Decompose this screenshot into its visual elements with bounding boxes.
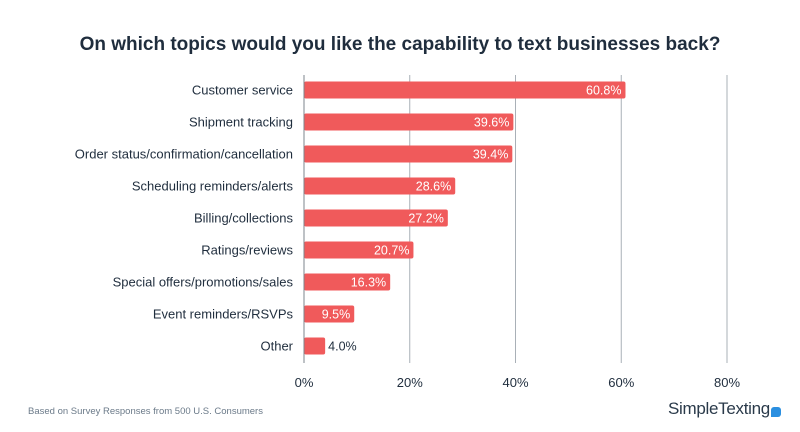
data-label: 9.5%: [322, 308, 351, 322]
data-label: 4.0%: [328, 340, 357, 354]
x-tick-label: 0%: [295, 375, 314, 390]
category-label: Event reminders/RSVPs: [153, 307, 294, 322]
bar: [304, 113, 514, 131]
data-label: 60.8%: [586, 84, 621, 98]
data-label: 16.3%: [351, 276, 386, 290]
speech-bubble-icon: [770, 407, 781, 417]
brand-name: SimpleTexting: [668, 399, 770, 418]
category-label: Ratings/reviews: [201, 243, 293, 258]
bar: [304, 177, 456, 195]
bar: [304, 305, 355, 323]
footnote: Based on Survey Responses from 500 U.S. …: [28, 406, 263, 417]
category-label: Billing/collections: [194, 211, 293, 226]
category-label: Shipment tracking: [189, 115, 293, 130]
data-label: 20.7%: [374, 244, 409, 258]
brand-logo: SimpleTexting: [668, 399, 781, 419]
category-label: Customer service: [192, 83, 293, 98]
data-label: 27.2%: [408, 212, 443, 226]
x-tick-label: 20%: [397, 375, 423, 390]
category-label: Other: [260, 339, 293, 354]
data-label: 39.4%: [473, 148, 508, 162]
bar: [304, 337, 326, 355]
bar: [304, 81, 626, 99]
category-label: Scheduling reminders/alerts: [132, 179, 294, 194]
bar: [304, 209, 448, 227]
category-label: Order status/confirmation/cancellation: [75, 147, 293, 162]
x-tick-label: 40%: [502, 375, 528, 390]
x-tick-label: 80%: [714, 375, 740, 390]
data-label: 39.6%: [474, 116, 509, 130]
category-label: Special offers/promotions/sales: [113, 275, 294, 290]
x-tick-label: 60%: [608, 375, 634, 390]
bar: [304, 241, 414, 259]
chart-title: On which topics would you like the capab…: [79, 34, 721, 55]
bar: [304, 145, 513, 163]
bar: [304, 273, 391, 291]
data-label: 28.6%: [416, 180, 451, 194]
